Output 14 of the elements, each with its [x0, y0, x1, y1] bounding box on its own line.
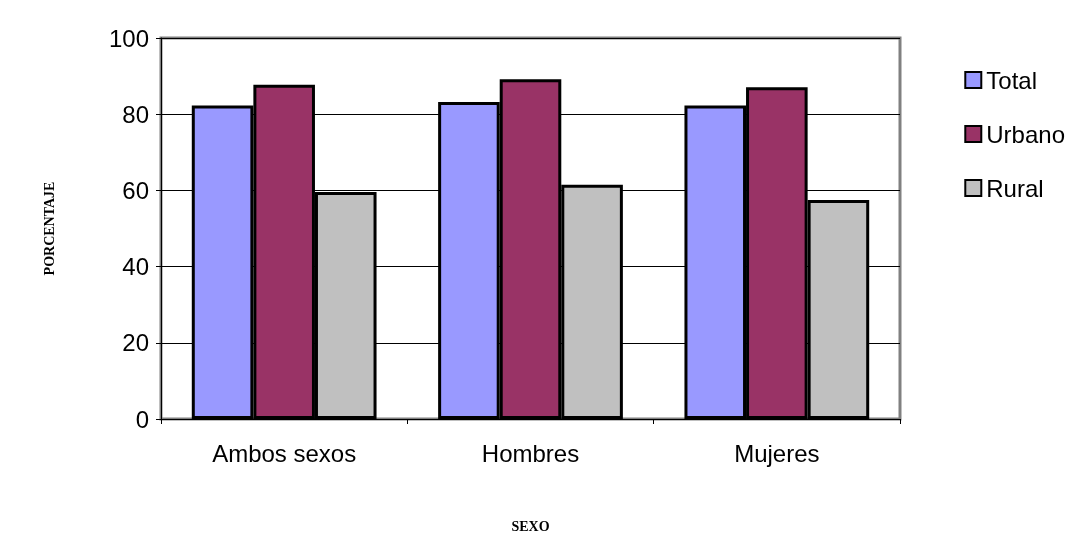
y-tick-label: 20: [122, 329, 149, 357]
y-tick-label: 40: [122, 253, 149, 281]
x-tick-label: Hombres: [481, 439, 580, 467]
y-tick-label: 80: [122, 100, 149, 128]
y-tick-label: 60: [122, 176, 149, 204]
y-tick-label: 0: [135, 405, 149, 433]
x-tick-label: Mujeres: [734, 439, 820, 467]
legend-label: Rural: [986, 174, 1044, 202]
legend-label: Total: [986, 66, 1037, 94]
y-axis-title: PORCENTAJE: [41, 181, 57, 276]
x-tick-label: Ambos sexos: [212, 439, 357, 467]
legend-label: Urbano: [986, 120, 1065, 148]
y-tick-label: 100: [108, 24, 149, 52]
x-axis-title: SEXO: [511, 518, 550, 534]
